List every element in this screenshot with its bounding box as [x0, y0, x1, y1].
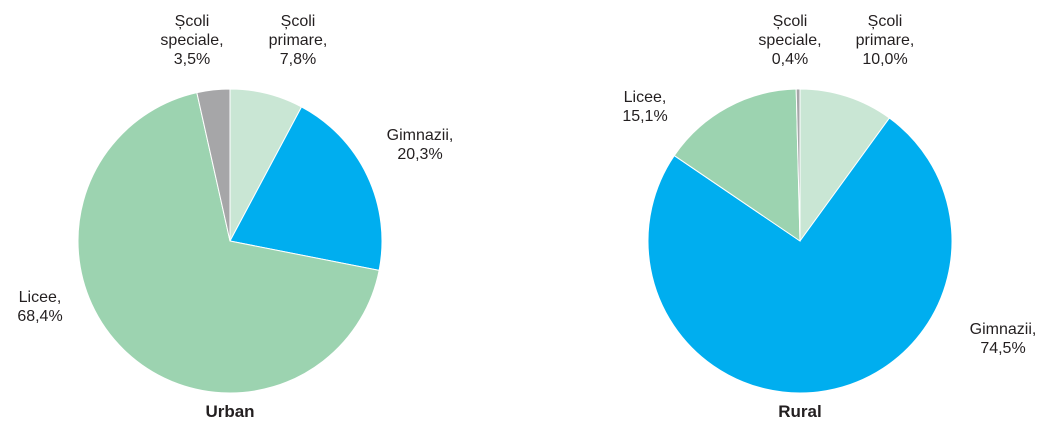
slice-label: Școli speciale, [160, 13, 224, 49]
slice-label: Școli primare, [855, 13, 915, 49]
slice-value-label: 10,0% [862, 51, 908, 68]
chart-title: Urban [205, 402, 255, 421]
pie-slice [795, 88, 801, 242]
slice-label: Licee, [18, 289, 62, 306]
slice-label: Licee, [623, 89, 667, 106]
pie-slice [229, 106, 383, 272]
slice-value-label: 68,4% [17, 308, 63, 325]
pie-slice [799, 88, 891, 243]
slice-value-label: 74,5% [980, 340, 1026, 357]
slice-value-label: 0,4% [771, 51, 809, 68]
slice-label: Gimnazii, [969, 321, 1037, 338]
chart-title: Rural [778, 402, 822, 421]
slice-value-label: 3,5% [173, 51, 211, 68]
pie-slice [196, 88, 231, 242]
slice-value-label: 15,1% [622, 108, 668, 125]
pie-slice [647, 117, 953, 394]
slice-value-label: 20,3% [397, 146, 443, 163]
pie-slice [77, 92, 380, 394]
slice-label: Școli speciale, [758, 13, 822, 49]
slice-label: Gimnazii, [386, 127, 454, 144]
pie-slice [673, 88, 801, 242]
slice-label: Școli primare, [268, 13, 328, 49]
slice-value-label: 7,8% [279, 51, 317, 68]
